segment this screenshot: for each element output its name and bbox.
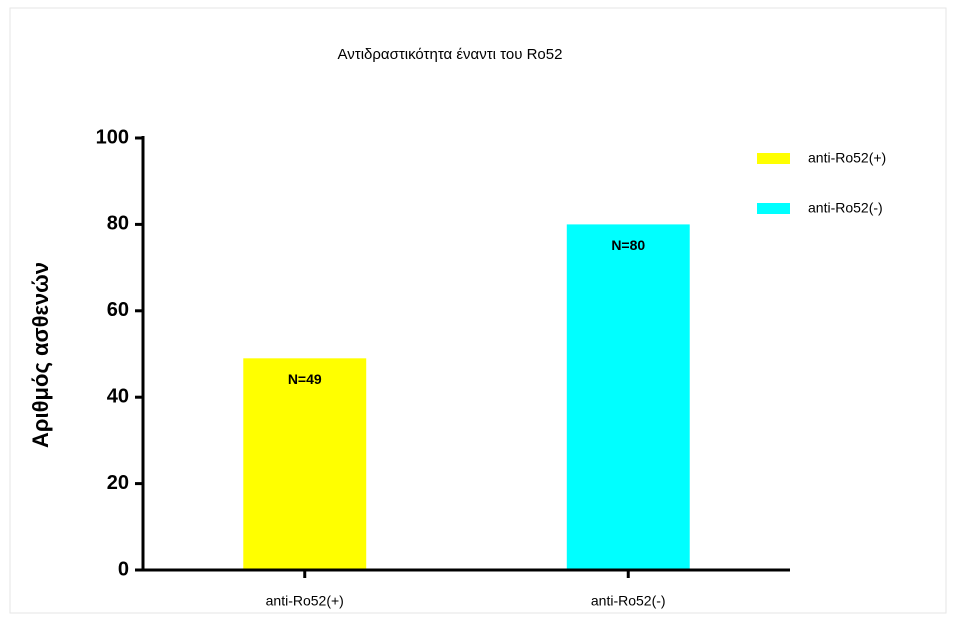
legend-swatch [757,203,790,214]
y-tick-label: 60 [107,299,129,321]
frame [9,7,947,614]
y-tick-label: 20 [107,472,129,494]
legend-label: anti-Ro52(+) [808,150,886,166]
x-tick-label: anti-Ro52(+) [266,593,344,609]
bar [243,358,367,570]
x-tick-label: anti-Ro52(-) [591,593,666,609]
legend-swatch [757,153,790,164]
y-tick-label: 40 [107,385,129,407]
y-tick-label: 100 [96,126,129,148]
bar [566,224,690,570]
y-axis-label: Αριθμός ασθενών [28,262,53,448]
value-label: N=49 [288,371,322,387]
value-label: N=80 [611,237,645,253]
y-tick-label: 80 [107,213,129,235]
legend-label: anti-Ro52(-) [808,200,883,216]
y-tick-label: 0 [118,558,129,580]
chart-title: Αντιδραστικότητα έναντι του Ro52 [338,46,563,63]
